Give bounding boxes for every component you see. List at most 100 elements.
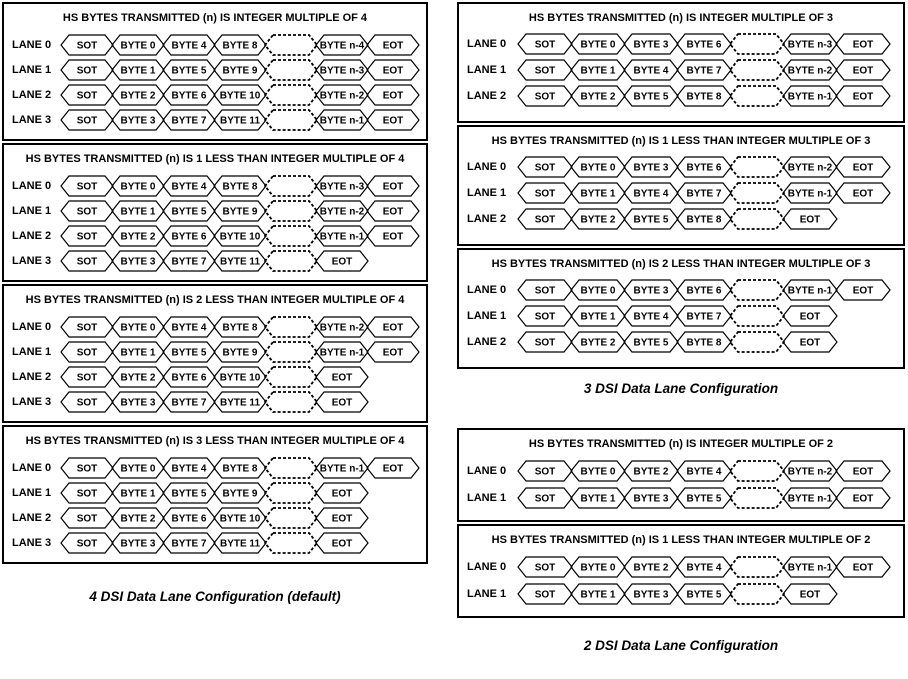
cell-label: SOT [77, 115, 98, 126]
cell-label: BYTE 6 [171, 231, 206, 242]
cell-label: EOT [853, 286, 874, 297]
sot-cell: SOT [517, 331, 573, 353]
panel-title: HS BYTES TRANSMITTED (n) IS 1 LESS THAN … [491, 135, 871, 147]
byte-cell: BYTE 1 [570, 182, 626, 204]
byte-cell: BYTE 4 [676, 459, 732, 482]
sot-cell: SOT [517, 459, 573, 482]
cell-label: SOT [535, 66, 556, 77]
cell-label: BYTE 2 [633, 466, 668, 477]
lane-label: LANE 1 [467, 587, 507, 600]
panel: HS BYTES TRANSMITTED (n) IS 2 LESS THAN … [2, 284, 428, 423]
gap-cell [264, 456, 318, 479]
cell-label: SOT [77, 65, 98, 76]
byte-cell: BYTE n-1 [782, 279, 838, 301]
byte-cell: BYTE 3 [111, 531, 165, 554]
byte-cell: BYTE 4 [162, 315, 216, 338]
cell-label: BYTE n-3 [788, 40, 833, 51]
byte-cell: BYTE 5 [676, 582, 732, 605]
byte-cell: BYTE 5 [676, 486, 732, 509]
cell-label: BYTE 11 [220, 538, 260, 549]
cell-label: BYTE 6 [686, 286, 721, 297]
panel: HS BYTES TRANSMITTED (n) IS INTEGER MULT… [2, 2, 428, 141]
cell-label: BYTE 7 [171, 538, 206, 549]
cell-label: BYTE 5 [633, 338, 668, 349]
byte-cell: BYTE n-2 [315, 83, 369, 106]
lane-label: LANE 3 [12, 254, 52, 267]
byte-cell: BYTE 2 [111, 224, 165, 247]
lane-label: LANE 3 [12, 536, 52, 549]
cell-label: SOT [77, 90, 98, 101]
cell-label: BYTE 1 [580, 66, 615, 77]
byte-cell: BYTE 5 [162, 58, 216, 81]
cell-label: EOT [383, 322, 404, 333]
byte-cell: BYTE 3 [623, 156, 679, 178]
cell-label: BYTE 9 [222, 488, 257, 499]
cell-label: EOT [332, 538, 353, 549]
byte-cell: BYTE 5 [162, 340, 216, 363]
panel: HS BYTES TRANSMITTED (n) IS 3 LESS THAN … [2, 425, 428, 564]
byte-cell: BYTE n-1 [315, 224, 369, 247]
byte-cell: BYTE 1 [111, 481, 165, 504]
gap-cell [729, 182, 785, 204]
lane-label: LANE 2 [12, 229, 52, 242]
byte-cell: BYTE 4 [162, 174, 216, 197]
cell-label: BYTE 4 [686, 562, 721, 573]
cell-label: BYTE 0 [580, 562, 615, 573]
byte-cell: BYTE n-3 [315, 58, 369, 81]
byte-cell: BYTE 2 [570, 331, 626, 353]
sot-cell: SOT [60, 315, 114, 338]
lane-label: LANE 2 [467, 90, 507, 102]
lane-row: LANE 0 SOT BYTE 0 BYTE 3 BYTE 6 BYTE n-3 EOT [459, 31, 903, 57]
cell-label: SOT [77, 463, 98, 474]
byte-cell: BYTE 7 [162, 390, 216, 413]
cell-label: BYTE 5 [686, 589, 721, 600]
eot-cell: EOT [835, 486, 891, 509]
cell-label: SOT [535, 589, 556, 600]
caption-3-lane: 3 DSI Data Lane Configuration [583, 381, 779, 396]
gap-cell [729, 459, 785, 482]
gap-cell [729, 156, 785, 178]
cell-label: EOT [853, 40, 874, 51]
cell-label: SOT [535, 215, 556, 226]
cell-label: SOT [77, 538, 98, 549]
lane-row: LANE 0 SOT BYTE 0 BYTE 4 BYTE 8 BYTE n-4 EOT [4, 32, 426, 57]
sot-cell: SOT [60, 340, 114, 363]
lane-config-group-3: HS BYTES TRANSMITTED (n) IS INTEGER MULT… [457, 2, 905, 369]
byte-cell: BYTE n-1 [315, 108, 369, 131]
eot-cell: EOT [366, 315, 420, 338]
gap-cell [264, 340, 318, 363]
panel-title: HS BYTES TRANSMITTED (n) IS INTEGER MULT… [528, 438, 834, 450]
cell-label: BYTE 5 [171, 65, 206, 76]
sot-cell: SOT [517, 156, 573, 178]
lane-label: LANE 0 [12, 38, 52, 51]
panel: HS BYTES TRANSMITTED (n) IS 1 LESS THAN … [457, 524, 905, 618]
sot-cell: SOT [60, 108, 114, 131]
byte-cell: BYTE n-2 [315, 315, 369, 338]
cell-label: BYTE 4 [171, 40, 206, 51]
cell-label: BYTE 3 [633, 589, 668, 600]
gap-cell [264, 315, 318, 338]
byte-cell: BYTE 0 [111, 315, 165, 338]
cell-label: BYTE 0 [120, 181, 155, 192]
byte-cell: BYTE n-1 [315, 456, 369, 479]
eot-cell: EOT [782, 305, 838, 327]
cell-label: EOT [853, 562, 874, 573]
eot-cell: EOT [835, 33, 891, 55]
lane-config-group-4: HS BYTES TRANSMITTED (n) IS INTEGER MULT… [2, 2, 428, 564]
byte-cell: BYTE 0 [570, 279, 626, 301]
byte-cell: BYTE 0 [570, 555, 626, 578]
eot-cell: EOT [782, 582, 838, 605]
cell-label: BYTE 1 [120, 65, 155, 76]
sot-cell: SOT [60, 33, 114, 56]
cell-label: SOT [77, 40, 98, 51]
lane-label: LANE 3 [12, 113, 52, 126]
cell-label: BYTE n-2 [788, 163, 833, 174]
lane-row: LANE 2 SOT BYTE 2 BYTE 6 BYTE 10 EOT [4, 364, 426, 389]
lane-row: LANE 2 SOT BYTE 2 BYTE 6 BYTE 10 EOT [4, 505, 426, 530]
lane-row: LANE 1 SOT BYTE 1 BYTE 5 BYTE 9 BYTE n-1 EOT [4, 339, 426, 364]
lane-row: LANE 1 SOT BYTE 1 BYTE 3 BYTE 5 EOT [459, 580, 903, 607]
cell-label: BYTE 8 [686, 215, 721, 226]
cell-label: BYTE 6 [171, 513, 206, 524]
panel-title: HS BYTES TRANSMITTED (n) IS 3 LESS THAN … [25, 435, 405, 447]
gap-cell [264, 531, 318, 554]
